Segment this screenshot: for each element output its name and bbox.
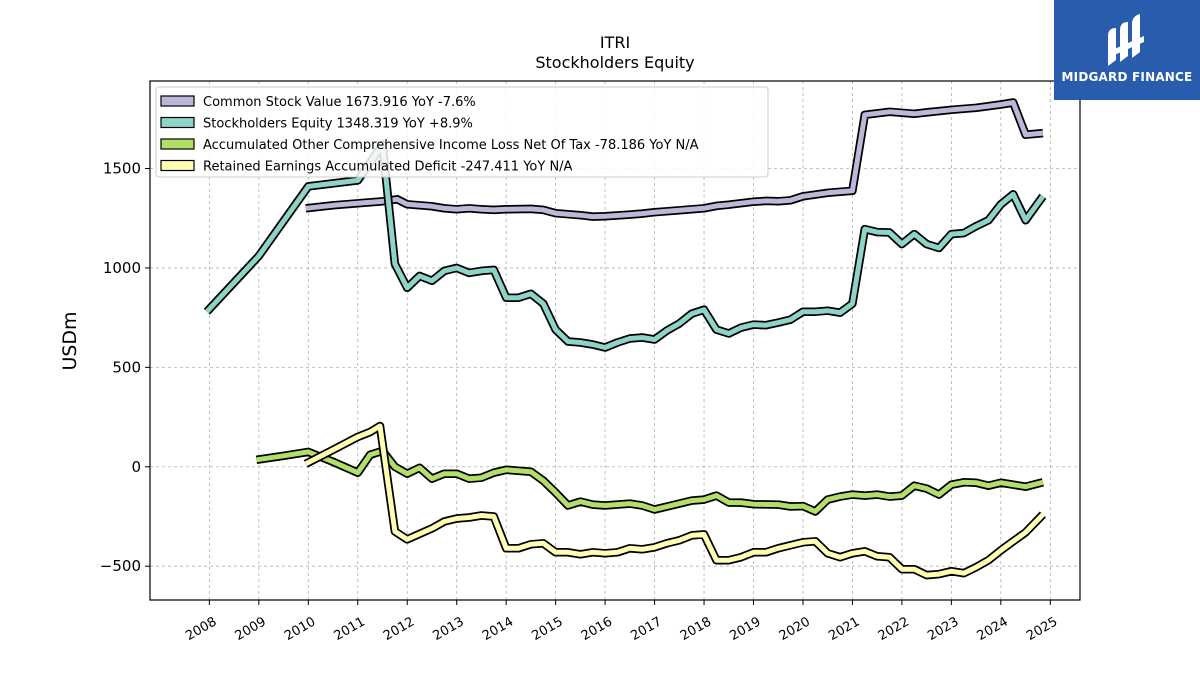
y-tick-label: 500: [112, 358, 141, 376]
chart-subtitle: Stockholders Equity: [535, 53, 694, 72]
x-tick-label: 2015: [529, 614, 565, 644]
series-line: [256, 448, 1044, 514]
y-tick-label: 1500: [103, 159, 141, 177]
series-1: [305, 98, 1044, 221]
legend-label: Accumulated Other Comprehensive Income L…: [203, 138, 699, 153]
x-tick-label: 2009: [233, 614, 269, 644]
midgard-finance-logo: MIDGARD FINANCE: [1054, 0, 1200, 100]
x-tick-label: 2014: [480, 614, 516, 644]
legend-label: Retained Earnings Accumulated Deficit -2…: [203, 160, 573, 175]
series-line: [304, 423, 1045, 578]
y-tick-label: 0: [131, 458, 141, 476]
y-tick-label: −500: [100, 557, 141, 575]
y-axis-label: USDm: [59, 311, 81, 370]
x-tick-label: 2018: [678, 614, 714, 644]
x-tick-label: 2010: [282, 614, 318, 644]
x-tick-label: 2012: [381, 614, 417, 644]
x-tick-label: 2017: [628, 614, 664, 644]
x-tick-label: 2013: [431, 614, 467, 644]
logo-text: MIDGARD FINANCE: [1061, 70, 1193, 84]
series-line: [205, 142, 1045, 350]
legend: Common Stock Value 1673.916 YoY -7.6% Sto…: [155, 86, 769, 178]
x-tick-label: 2023: [925, 614, 961, 644]
legend-swatch: [160, 159, 195, 172]
midgard-logo-icon: [1108, 14, 1144, 66]
series-3: [255, 446, 1044, 516]
legend-label: Common Stock Value 1673.916 YoY -7.6%: [203, 95, 476, 110]
plot-frame: [149, 80, 1081, 601]
x-tick-label: 2016: [579, 614, 615, 644]
x-tick-label: 2011: [332, 614, 368, 644]
series-line-outline: [255, 446, 1044, 516]
legend-swatch: [160, 138, 195, 150]
series-layer: [203, 98, 1047, 580]
legend-box: [155, 86, 769, 178]
x-tick-label: 2020: [777, 614, 813, 644]
chart-title: ITRI: [600, 33, 630, 52]
legend-swatch: [160, 95, 195, 107]
y-axis: −500 0 500 1000 1500: [100, 159, 150, 575]
x-axis: 2008 2009 2010 2011 2012 2013 2014 2015 2016 2017…: [183, 600, 1060, 644]
x-tick-label: 2008: [183, 614, 219, 644]
x-tick-label: 2024: [975, 614, 1011, 644]
x-tick-label: 2019: [727, 614, 763, 644]
legend-swatch: [160, 116, 195, 129]
series-4: [303, 421, 1046, 580]
series-2: [203, 140, 1047, 352]
x-tick-label: 2025: [1024, 614, 1060, 644]
x-tick-label: 2021: [826, 614, 862, 644]
legend-label: Stockholders Equity 1348.319 YoY +8.9%: [203, 117, 473, 132]
x-tick-label: 2022: [876, 614, 912, 644]
y-tick-label: 1000: [103, 259, 141, 277]
series-line: [305, 100, 1044, 220]
